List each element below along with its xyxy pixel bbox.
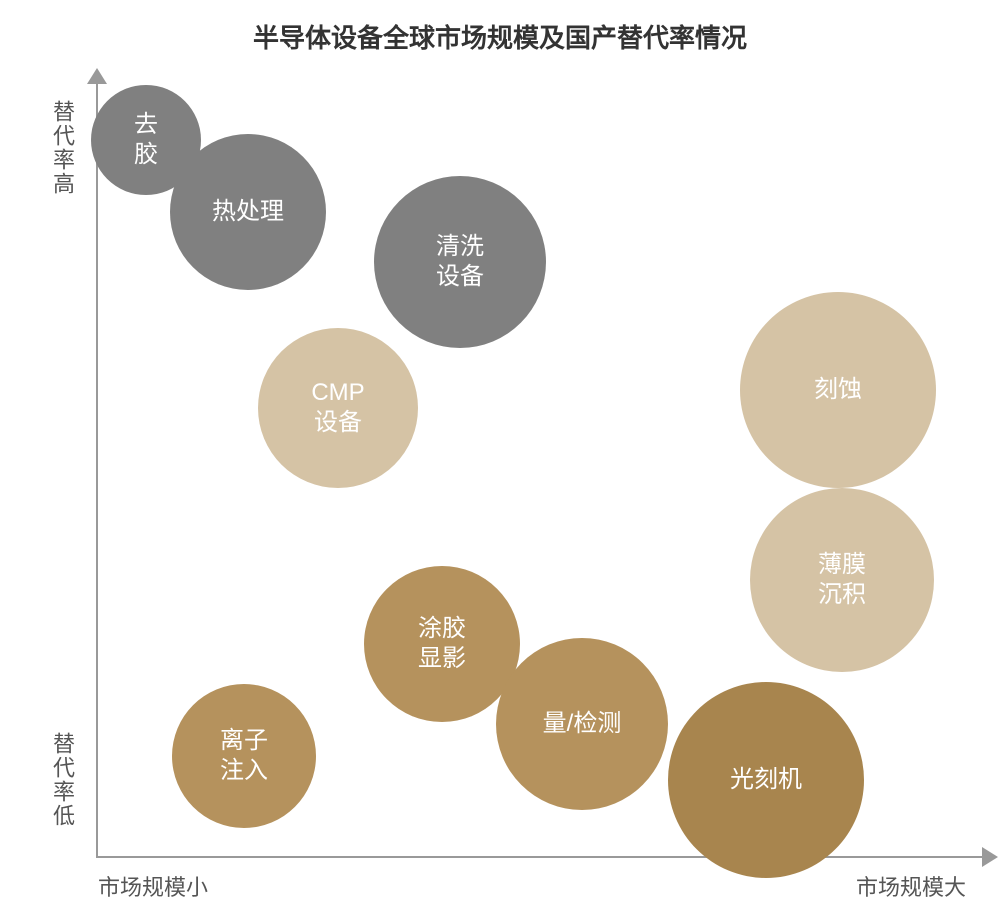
bubble-label: 去胶: [134, 110, 158, 170]
bubble-label: CMP设备: [311, 378, 364, 438]
bubble-label: 离子注入: [220, 726, 268, 786]
x-label-large: 市场规模大: [856, 870, 966, 902]
y-label-high: 替代率高: [46, 100, 78, 196]
chart-title: 半导体设备全球市场规模及国产替代率情况: [0, 18, 1000, 55]
bubble-item: 清洗设备: [374, 176, 546, 348]
bubble-item: 离子注入: [172, 684, 316, 828]
bubble-label: 薄膜沉积: [818, 550, 866, 610]
bubble-item: CMP设备: [258, 328, 418, 488]
bubble-item: 热处理: [170, 134, 326, 290]
bubble-item: 薄膜沉积: [750, 488, 934, 672]
bubble-item: 涂胶显影: [364, 566, 520, 722]
bubble-label: 量/检测: [543, 709, 622, 739]
bubble-item: 光刻机: [668, 682, 864, 878]
bubble-item: 量/检测: [496, 638, 668, 810]
x-label-small: 市场规模小: [98, 870, 208, 902]
bubble-label: 清洗设备: [436, 232, 484, 292]
bubble-label: 热处理: [212, 197, 284, 227]
bubble-label: 刻蚀: [814, 375, 862, 405]
bubble-label: 光刻机: [730, 765, 802, 795]
bubble-label: 涂胶显影: [418, 614, 466, 674]
bubble-item: 刻蚀: [740, 292, 936, 488]
y-label-low: 替代率低: [46, 732, 78, 828]
bubble-chart: 半导体设备全球市场规模及国产替代率情况 替代率高 替代率低 市场规模小 市场规模…: [0, 0, 1000, 914]
y-axis-arrow: [87, 68, 107, 84]
x-axis-arrow: [982, 847, 998, 867]
x-axis: [96, 856, 984, 858]
y-axis: [96, 78, 98, 856]
